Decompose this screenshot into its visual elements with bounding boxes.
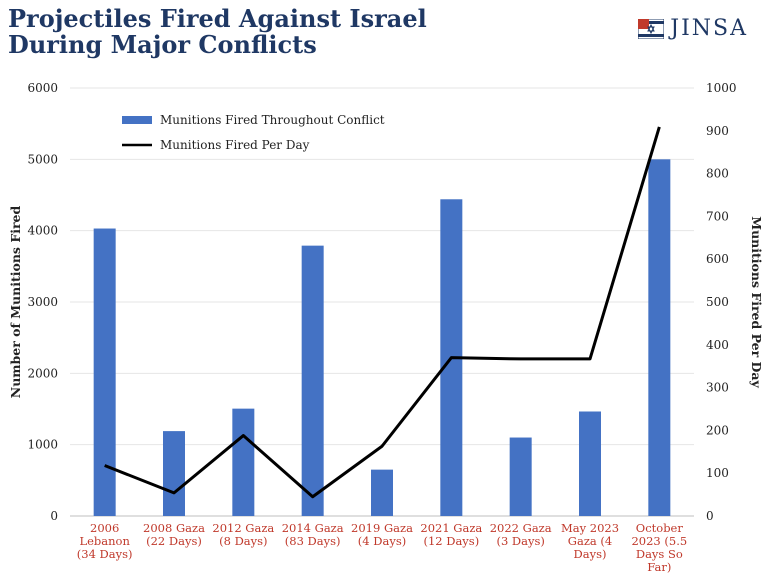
right-tick-label: 700	[706, 209, 729, 223]
right-tick-label: 500	[706, 295, 729, 309]
category-label: 2008 Gaza (22 Days)	[143, 521, 205, 548]
category-labels: 2006 Lebanon (34 Days) 2008 Gaza (22 Days) 20…	[77, 521, 687, 574]
line-series	[104, 126, 661, 499]
right-tick-label: 900	[706, 124, 729, 138]
category-label: 2019 Gaza (4 Days)	[351, 521, 413, 548]
right-tick-label: 100	[706, 466, 729, 480]
bar	[232, 408, 255, 516]
right-tick-label: 0	[706, 509, 714, 523]
chart-title: Projectiles Fired Against Israel During …	[8, 6, 427, 58]
right-tick-label: 1000	[706, 81, 737, 95]
category-label: 2021 Gaza (12 Days)	[420, 521, 482, 548]
category-label: October 2023 (5.5 Days So Far)	[631, 521, 687, 574]
left-tick-label: 3000	[27, 295, 58, 309]
category-label: 2014 Gaza (83 Days)	[282, 521, 344, 548]
category-label: 2012 Gaza (8 Days)	[212, 521, 274, 548]
flag-icon	[638, 18, 665, 39]
category-label: 2022 Gaza (3 Days)	[490, 521, 552, 548]
bar	[371, 469, 393, 516]
category-label: May 2023 Gaza (4 Days)	[561, 521, 619, 561]
left-tick-label: 0	[50, 509, 58, 523]
legend-bar-label: Munitions Fired Throughout Conflict	[160, 113, 385, 127]
left-tick-label: 6000	[27, 81, 58, 95]
series-line	[104, 126, 661, 499]
bar	[509, 437, 532, 516]
title-line-1: Projectiles Fired Against Israel	[8, 4, 427, 33]
title-line-2: During Major Conflicts	[8, 30, 317, 59]
bar	[301, 245, 324, 516]
right-tick-label: 200	[706, 423, 729, 437]
right-axis-title: Munitions Fired Per Day	[749, 216, 762, 388]
bar	[648, 159, 671, 517]
left-tick-label: 2000	[27, 366, 58, 380]
bar	[163, 431, 185, 516]
right-tick-label: 800	[706, 167, 729, 181]
right-tick-label: 600	[706, 252, 729, 266]
bar	[93, 228, 116, 516]
left-tick-label: 1000	[27, 438, 58, 452]
brand-logo: JINSA	[638, 16, 748, 41]
left-tick-label: 4000	[27, 224, 58, 238]
left-axis-ticks: 0 1000 2000 3000 4000 5000 6000	[27, 81, 58, 523]
legend-bar-swatch	[122, 116, 152, 124]
brand-name: JINSA	[670, 16, 748, 41]
legend: Munitions Fired Throughout Conflict Muni…	[122, 113, 385, 152]
legend-line-label: Munitions Fired Per Day	[160, 138, 310, 152]
right-tick-label: 300	[706, 381, 729, 395]
right-tick-label: 400	[706, 338, 729, 352]
left-axis-title: Number of Munitions Fired	[8, 206, 23, 399]
right-axis-ticks: 0 100 200 300 400 500 600 700 800 900 1000	[706, 81, 737, 523]
left-tick-label: 5000	[27, 152, 58, 166]
bar-series	[93, 159, 671, 517]
bar	[579, 411, 601, 516]
category-label: 2006 Lebanon (34 Days)	[77, 521, 133, 561]
